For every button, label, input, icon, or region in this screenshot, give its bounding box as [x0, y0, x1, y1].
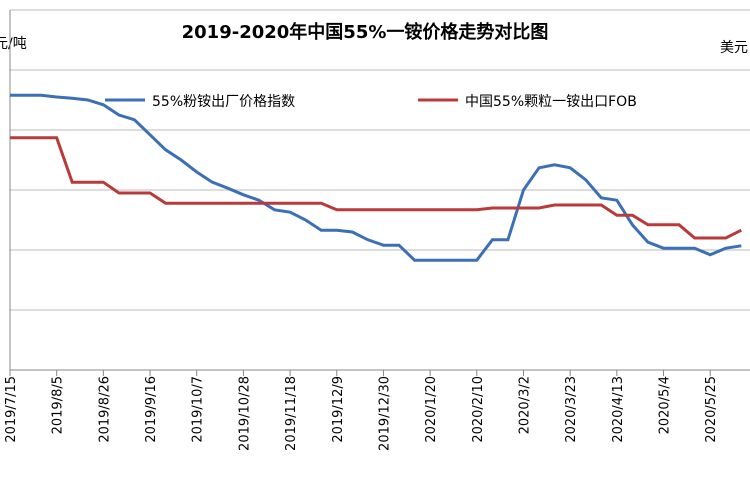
x-tick-label: 2019/11/18	[284, 376, 299, 451]
series-line	[10, 136, 742, 240]
x-tick-label: 2020/3/23	[564, 376, 579, 443]
x-tick-label: 2020/1/20	[424, 376, 439, 443]
x-tick-label: 2019/12/9	[331, 376, 346, 443]
x-tick-label: 2019/8/5	[51, 376, 66, 434]
x-tick-label: 2019/9/16	[144, 376, 159, 443]
x-tick-label: 2020/5/25	[704, 376, 719, 443]
x-tick-label: 2020/2/10	[471, 376, 486, 443]
x-tick-label: 2019/7/15	[4, 376, 19, 443]
series-line	[10, 93, 742, 262]
y2-axis-label: 美元	[720, 40, 748, 56]
x-tick-label: 2020/4/13	[611, 376, 626, 443]
legend-label: 55%粉铵出厂价格指数	[152, 94, 295, 110]
legend-label: 中国55%颗粒一铵出口FOB	[465, 94, 637, 110]
x-tick-label: 2020/5/4	[658, 376, 673, 434]
x-tick-label: 2019/10/7	[191, 376, 206, 443]
x-tick-label: 2019/8/26	[97, 376, 112, 443]
x-tick-label: 2019/12/30	[377, 376, 392, 451]
chart-title: 2019-2020年中国55%一铵价格走势对比图	[182, 21, 549, 43]
x-tick-label: 2020/3/2	[517, 376, 532, 434]
y-axis-label: 元/吨	[0, 36, 27, 52]
x-tick-label: 2019/10/28	[237, 376, 252, 451]
